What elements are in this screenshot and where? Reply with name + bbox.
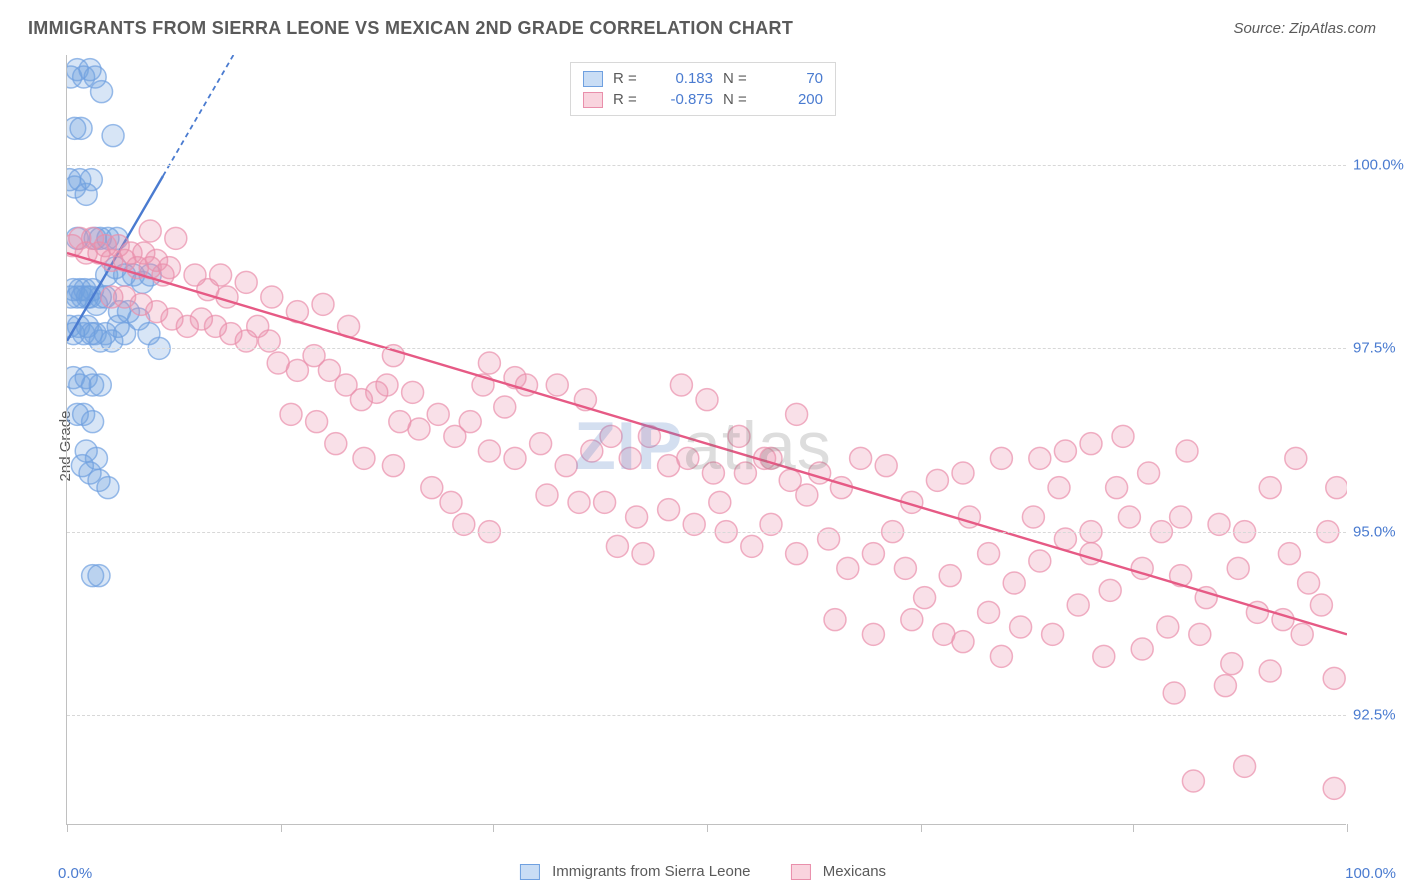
- legend-n-value-1: 70: [765, 70, 823, 87]
- legend-r-value-2: -0.875: [655, 91, 713, 108]
- legend-row-2: R = -0.875 N = 200: [583, 89, 823, 110]
- y-tick-label: 100.0%: [1353, 157, 1406, 174]
- y-tick-label: 92.5%: [1353, 707, 1406, 724]
- x-axis-label-100: 100.0%: [1345, 865, 1396, 882]
- legend-n-label-2: N =: [723, 91, 755, 108]
- x-axis-label-0: 0.0%: [58, 865, 92, 882]
- legend-bottom-item-1: Immigrants from Sierra Leone: [520, 863, 751, 880]
- legend-r-label-2: R =: [613, 91, 645, 108]
- legend-swatch-1: [583, 71, 603, 87]
- chart-title: IMMIGRANTS FROM SIERRA LEONE VS MEXICAN …: [28, 18, 793, 39]
- legend-n-value-2: 200: [765, 91, 823, 108]
- legend-n-label-1: N =: [723, 70, 755, 87]
- legend-bottom-swatch-1: [520, 864, 540, 880]
- source-attribution: Source: ZipAtlas.com: [1233, 20, 1376, 37]
- plot-area: 92.5%95.0%97.5%100.0%: [66, 55, 1346, 825]
- legend-bottom-label-1: Immigrants from Sierra Leone: [552, 863, 750, 880]
- legend-r-value-1: 0.183: [655, 70, 713, 87]
- scatter-svg: [67, 55, 1347, 825]
- legend-bottom-swatch-2: [791, 864, 811, 880]
- y-tick-label: 97.5%: [1353, 340, 1406, 357]
- legend-top: R = 0.183 N = 70 R = -0.875 N = 200: [570, 62, 836, 116]
- legend-bottom: Immigrants from Sierra Leone Mexicans: [520, 863, 886, 880]
- legend-bottom-label-2: Mexicans: [823, 863, 886, 880]
- y-tick-label: 95.0%: [1353, 523, 1406, 540]
- legend-r-label-1: R =: [613, 70, 645, 87]
- legend-row-1: R = 0.183 N = 70: [583, 68, 823, 89]
- legend-bottom-item-2: Mexicans: [791, 863, 887, 880]
- legend-swatch-2: [583, 92, 603, 108]
